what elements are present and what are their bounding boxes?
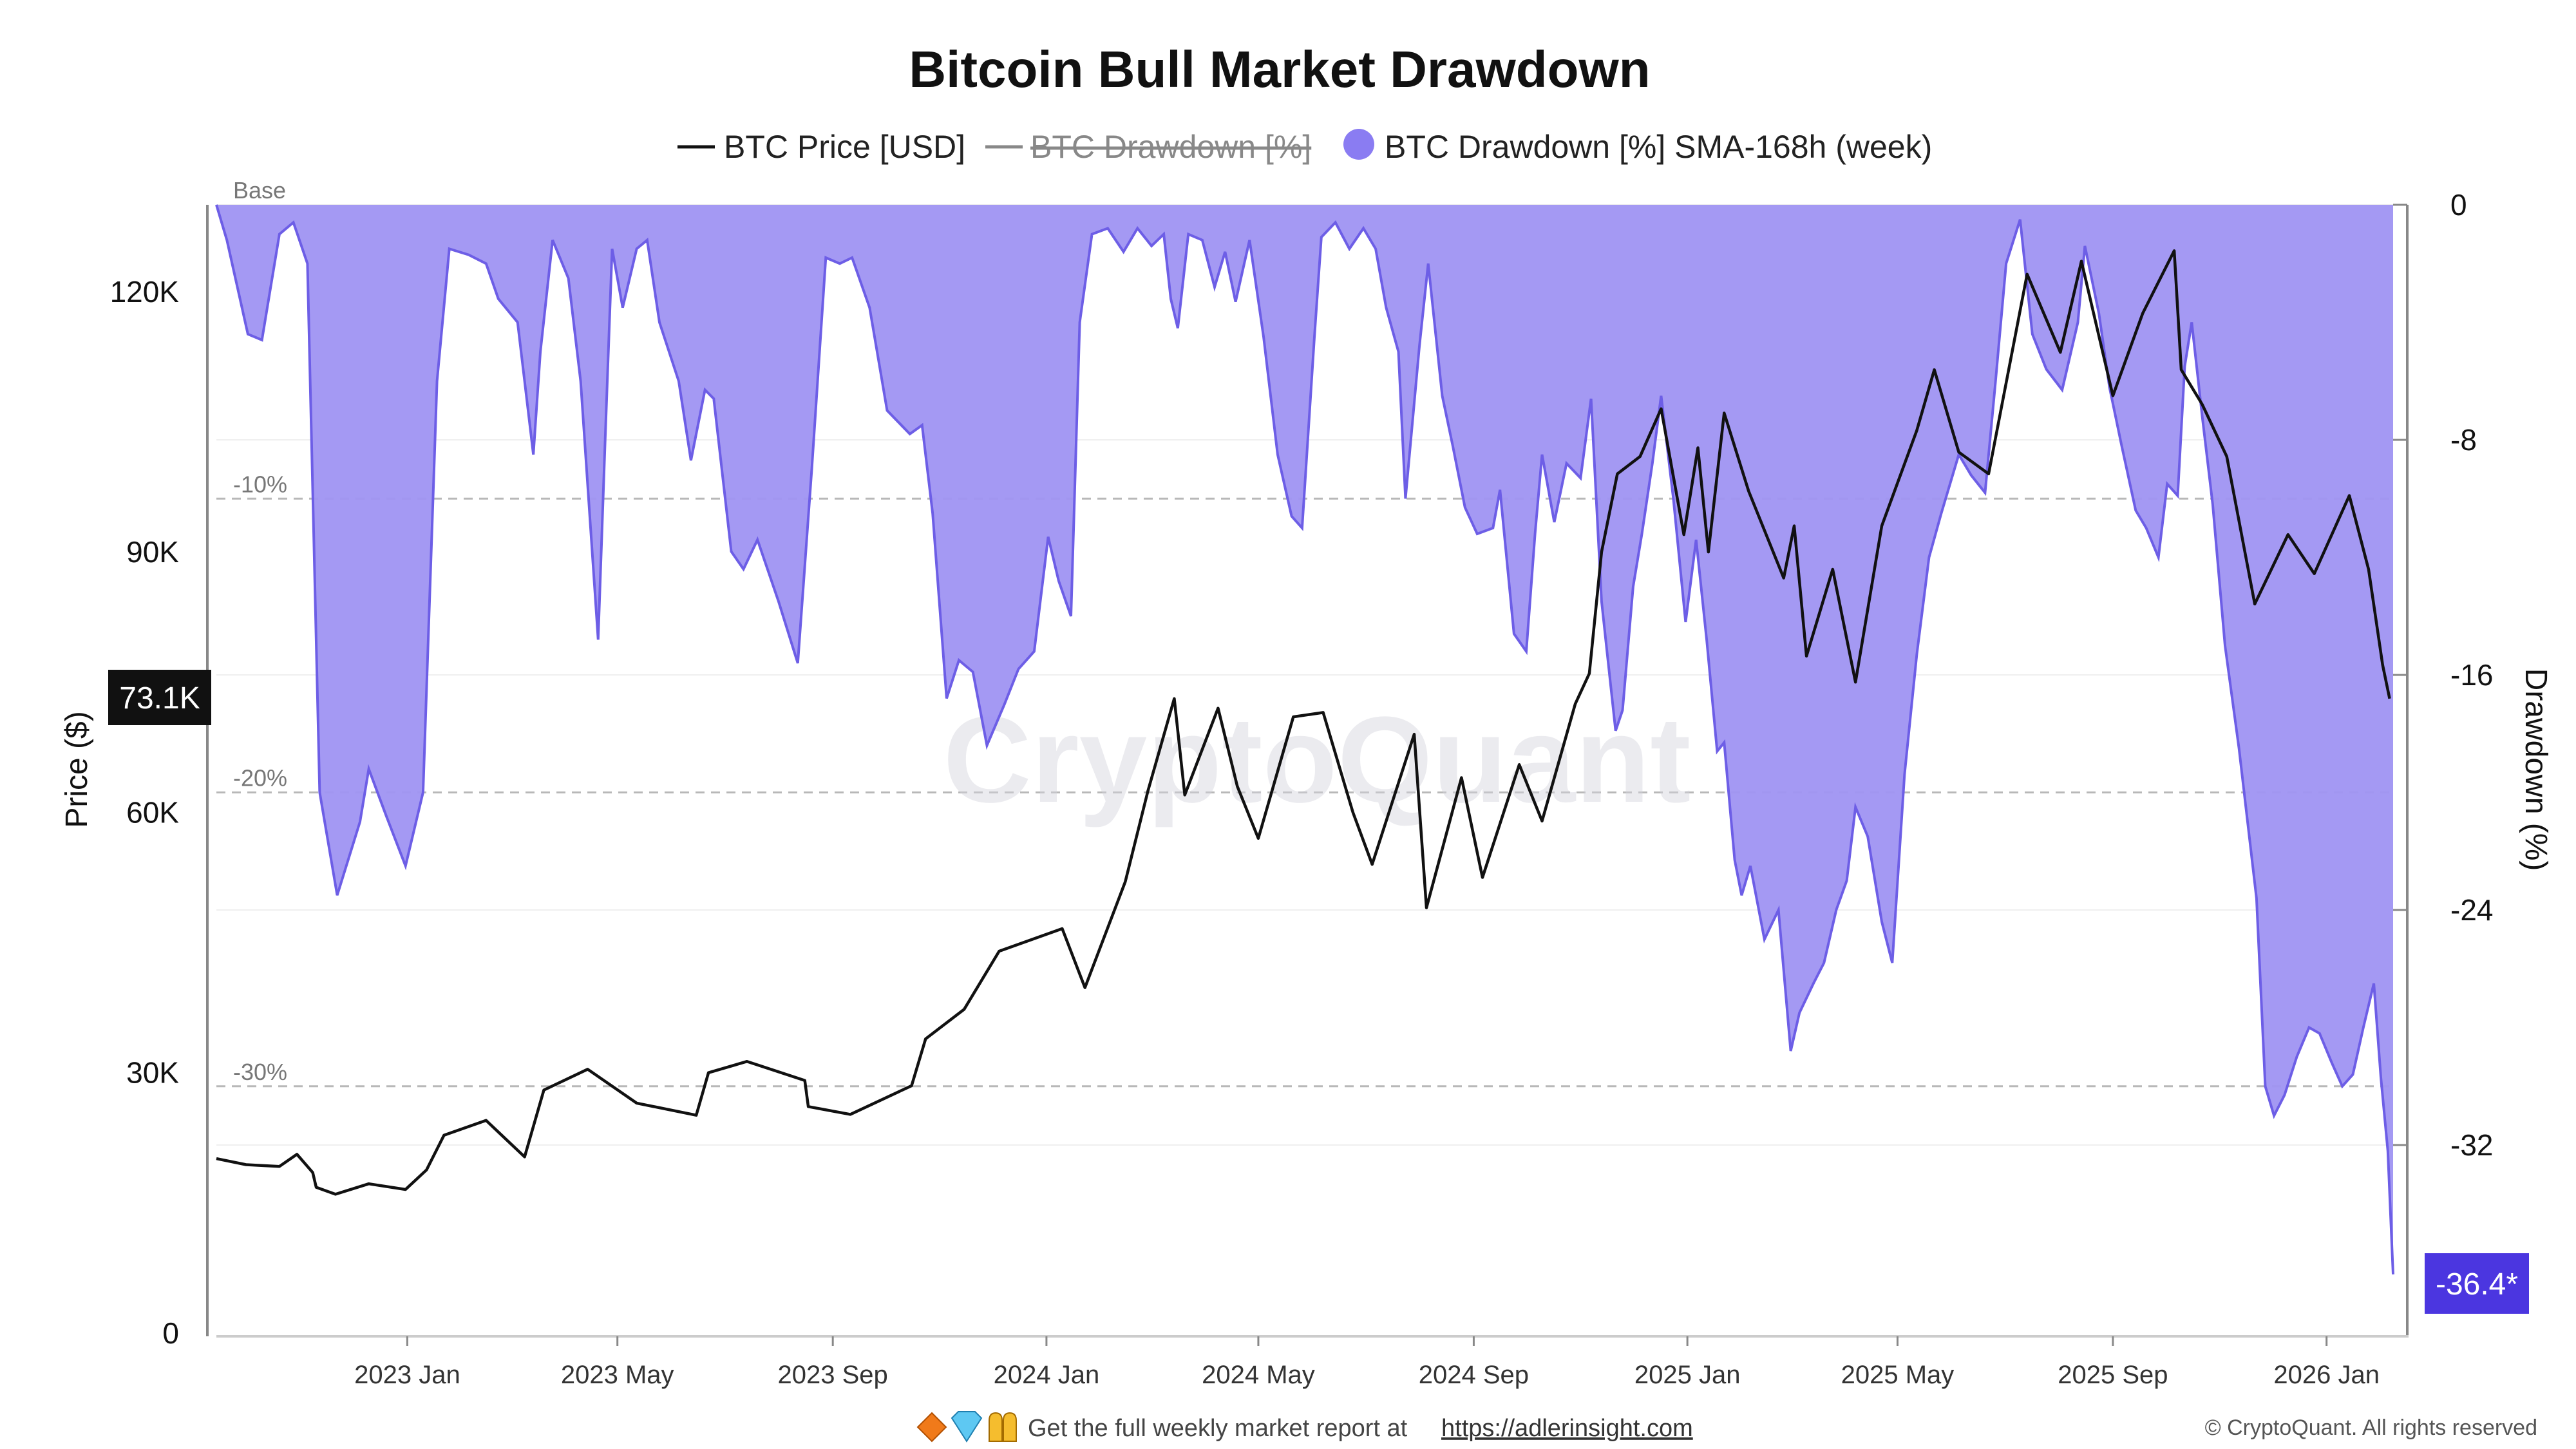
copyright: © CryptoQuant. All rights reserved xyxy=(2205,1416,2537,1440)
footer: Get the full weekly market report at htt… xyxy=(916,1411,2537,1443)
legend-item-drawdown-sma[interactable]: BTC Drawdown [%] SMA-168h (week) xyxy=(1343,129,1932,165)
price-current-badge: 73.1K xyxy=(108,670,211,725)
drawdown-current-badge: -36.4* xyxy=(2425,1253,2529,1314)
raised-hands-icon xyxy=(989,1412,1017,1442)
orange-diamond-icon xyxy=(916,1412,947,1443)
x-tick-label-6: 2025 Jan xyxy=(1634,1361,1741,1389)
price-line xyxy=(216,249,2391,1196)
x-tick-label-8: 2025 Sep xyxy=(2058,1361,2168,1389)
x-tick-label-9: 2026 Jan xyxy=(2273,1361,2380,1389)
y-right-axis-title: Drawdown (%) xyxy=(2519,668,2553,871)
drawdown-sma-line xyxy=(215,204,2394,1274)
legend-label-drawdown: BTC Drawdown [%] xyxy=(1030,129,1311,165)
reference-label-3: -30% xyxy=(233,1059,287,1085)
x-tick-label-2: 2023 Sep xyxy=(778,1361,888,1389)
reference-label-2: -20% xyxy=(233,765,287,791)
price-current-label: 73.1K xyxy=(119,681,200,715)
y-left-tick-label-1: 30K xyxy=(126,1056,179,1090)
x-tick-label-1: 2023 May xyxy=(561,1361,674,1389)
reference-label-1: -10% xyxy=(233,471,287,497)
axes: 0 30K 60K 90K 120K 0 -8 -16 -24 -32 2023 Jan 2023 M… xyxy=(110,188,2494,1389)
x-tick-label-0: 2023 Jan xyxy=(354,1361,460,1389)
y-left-tick-label-2: 60K xyxy=(126,795,179,829)
y-right-tick-label-3: -24 xyxy=(2450,893,2493,927)
y-left-tick-label-4: 120K xyxy=(110,275,180,308)
footer-text: Get the full weekly market report at xyxy=(1028,1415,1408,1442)
legend-marker-sma xyxy=(1343,129,1374,160)
reference-lines: Base -10% -20% -30% xyxy=(216,177,2393,1088)
y-right-tick-label-0: 0 xyxy=(2450,188,2467,222)
y-right-tick-label-2: -16 xyxy=(2450,658,2493,692)
y-left-tick-label-0: 0 xyxy=(162,1316,179,1350)
y-left-axis-title: Price ($) xyxy=(60,711,94,828)
legend: BTC Price [USD] BTC Drawdown [%] BTC Dra… xyxy=(677,129,1932,165)
chart-title: Bitcoin Bull Market Drawdown xyxy=(909,41,1650,98)
drawdown-current-label: -36.4* xyxy=(2436,1267,2518,1302)
y-right-tick-label-1: -8 xyxy=(2450,423,2477,457)
footer-link[interactable]: https://adlerinsight.com xyxy=(1441,1415,1693,1442)
drawdown-sma-area xyxy=(216,205,2393,1274)
x-tick-label-4: 2024 May xyxy=(1202,1361,1315,1389)
legend-label-drawdown-sma: BTC Drawdown [%] SMA-168h (week) xyxy=(1385,129,1932,165)
y-left-tick-label-3: 90K xyxy=(126,535,179,569)
legend-label-price: BTC Price [USD] xyxy=(724,129,965,165)
legend-item-price[interactable]: BTC Price [USD] xyxy=(677,129,965,165)
legend-item-drawdown[interactable]: BTC Drawdown [%] xyxy=(985,129,1311,165)
x-tick-label-7: 2025 May xyxy=(1841,1361,1955,1389)
series-layer xyxy=(215,204,2394,1274)
reference-label-0: Base xyxy=(233,177,286,204)
blue-diamond-icon xyxy=(951,1411,983,1443)
y-right-tick-label-4: -32 xyxy=(2450,1128,2493,1162)
x-tick-label-3: 2024 Jan xyxy=(994,1361,1100,1389)
x-tick-label-5: 2024 Sep xyxy=(1419,1361,1529,1389)
